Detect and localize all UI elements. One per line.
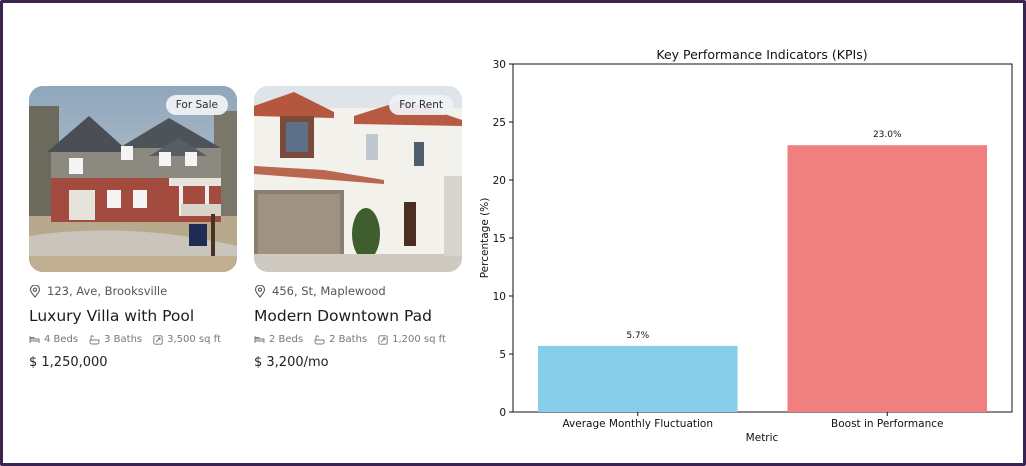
y-axis-ticks: 0 5 10 15 20 25 30 — [493, 59, 513, 419]
listing-title[interactable]: Modern Downtown Pad — [254, 307, 432, 325]
bar — [537, 345, 738, 412]
baths-text: 3 Baths — [104, 334, 143, 345]
listing-features: 2 Beds 2 Baths 1,200 sq ft — [254, 334, 464, 345]
y-tick-label: 10 — [493, 291, 506, 303]
y-tick-label: 20 — [493, 175, 506, 187]
x-axis-label: Metric — [746, 432, 779, 444]
listing-status-badge: For Rent — [389, 95, 453, 115]
beds-text: 2 Beds — [269, 334, 304, 345]
listing-card[interactable]: For Sale 123, Ave, Brooksville Luxury Vi… — [29, 86, 239, 370]
beds-text: 4 Beds — [44, 334, 79, 345]
x-axis-ticks: Average Monthly Fluctuation Boost in Perf… — [562, 412, 943, 430]
bath-icon — [314, 334, 325, 344]
bar-value-label: 5.7% — [626, 331, 649, 341]
area-icon — [378, 334, 388, 345]
y-tick-label: 25 — [493, 117, 506, 129]
area-text: 3,500 sq ft — [167, 334, 221, 345]
bar — [787, 145, 988, 412]
area-icon — [153, 334, 163, 345]
area-feature: 1,200 sq ft — [378, 334, 446, 345]
listing-price: $ 3,200/mo — [254, 355, 329, 370]
bath-icon — [89, 334, 100, 344]
listing-photo[interactable]: For Sale — [29, 86, 237, 272]
y-tick-label: 30 — [493, 59, 506, 71]
listing-card[interactable]: For Rent 456, St, Maplewood Modern Downt… — [254, 86, 464, 370]
area-feature: 3,500 sq ft — [153, 334, 221, 345]
brick-house-photo-icon — [29, 86, 237, 272]
baths-feature: 3 Baths — [89, 334, 142, 345]
y-tick-label: 15 — [493, 233, 506, 245]
listing-features: 4 Beds 3 Baths 3,500 sq ft — [29, 334, 239, 345]
white-stucco-house-photo-icon — [254, 86, 462, 272]
y-tick-label: 0 — [499, 407, 506, 419]
y-axis-label: Percentage (%) — [479, 198, 491, 279]
listing-status-badge: For Sale — [165, 95, 228, 115]
bar-value-label: 23.0% — [873, 130, 902, 140]
listing-price: $ 1,250,000 — [29, 355, 108, 370]
listing-address: 123, Ave, Brooksville — [29, 284, 239, 298]
beds-feature: 4 Beds — [29, 334, 78, 345]
chart-title: Key Performance Indicators (KPIs) — [656, 47, 867, 62]
x-tick-label: Average Monthly Fluctuation — [562, 418, 713, 430]
beds-feature: 2 Beds — [254, 334, 303, 345]
listing-title[interactable]: Luxury Villa with Pool — [29, 307, 195, 325]
listing-address-text: 123, Ave, Brooksville — [47, 284, 168, 298]
listing-photo[interactable]: For Rent — [254, 86, 462, 272]
chart-bars: 5.7% 23.0% — [537, 130, 988, 412]
x-tick-label: Boost in Performance — [831, 418, 943, 430]
baths-feature: 2 Baths — [314, 334, 367, 345]
y-tick-label: 5 — [499, 349, 506, 361]
location-pin-icon — [254, 284, 266, 298]
bed-icon — [29, 336, 40, 343]
bed-icon — [254, 336, 265, 343]
location-pin-icon — [29, 284, 41, 298]
area-text: 1,200 sq ft — [392, 334, 446, 345]
baths-text: 2 Baths — [329, 334, 368, 345]
listing-address: 456, St, Maplewood — [254, 284, 464, 298]
kpi-bar-chart: Key Performance Indicators (KPIs) 0 5 10 15… — [479, 47, 1013, 444]
listing-address-text: 456, St, Maplewood — [272, 284, 386, 298]
